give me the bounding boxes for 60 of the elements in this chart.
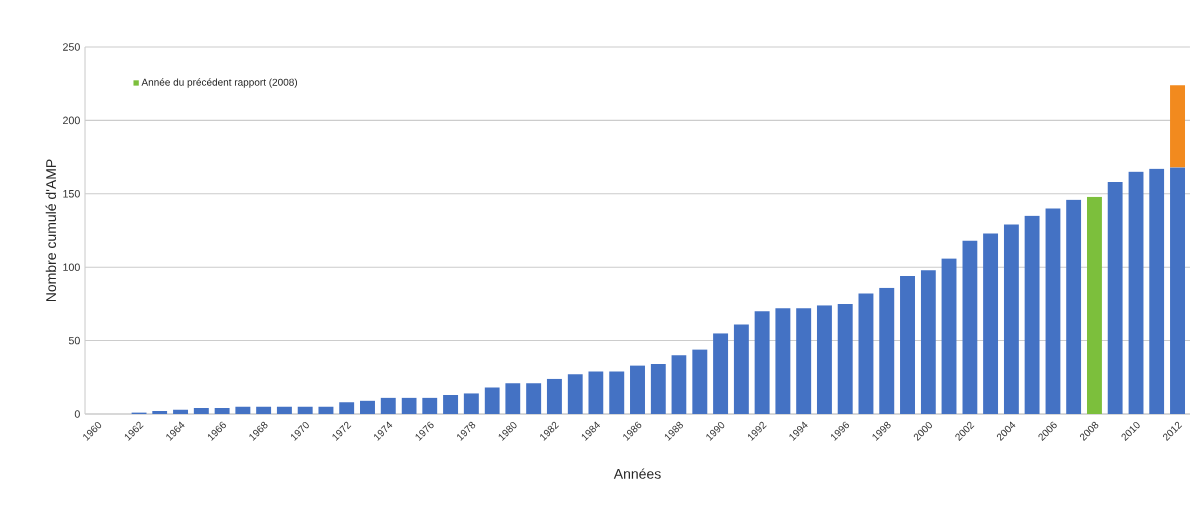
x-axis-title: Années bbox=[613, 468, 661, 479]
bar bbox=[754, 311, 770, 414]
bar bbox=[1066, 199, 1082, 414]
bar bbox=[1128, 171, 1144, 414]
bar bbox=[484, 387, 500, 414]
bar bbox=[1107, 182, 1123, 414]
y-tick-label: 50 bbox=[68, 336, 80, 345]
bar bbox=[422, 397, 438, 414]
bar bbox=[276, 406, 292, 414]
y-tick-label: 100 bbox=[63, 263, 80, 271]
bar bbox=[816, 305, 832, 414]
bar bbox=[983, 233, 999, 414]
bar bbox=[692, 349, 708, 414]
bar bbox=[526, 383, 542, 414]
bar bbox=[837, 303, 853, 414]
y-axis-title: Nombre cumulé d'AMP bbox=[45, 159, 57, 302]
bar bbox=[671, 355, 687, 414]
bar bbox=[235, 406, 251, 414]
bar bbox=[900, 276, 915, 414]
bar bbox=[1149, 168, 1165, 414]
bar bbox=[380, 397, 396, 414]
y-tick-label: 150 bbox=[63, 190, 80, 198]
bar bbox=[796, 308, 812, 414]
bar bbox=[193, 408, 209, 414]
bar bbox=[297, 406, 313, 414]
y-tick-label: 0 bbox=[74, 410, 80, 418]
y-tick-label: 250 bbox=[63, 43, 80, 51]
bar bbox=[609, 371, 625, 414]
bar bbox=[546, 378, 562, 414]
bar bbox=[858, 293, 874, 414]
bar bbox=[630, 365, 645, 414]
bar bbox=[401, 397, 417, 414]
bar bbox=[775, 308, 791, 414]
bar bbox=[173, 409, 189, 414]
bar bbox=[505, 383, 521, 414]
bar bbox=[1003, 224, 1019, 414]
bar bbox=[1024, 215, 1040, 414]
bar bbox=[941, 258, 957, 414]
bar bbox=[360, 400, 375, 414]
bar bbox=[152, 411, 168, 414]
bar bbox=[443, 394, 459, 414]
bar bbox=[1170, 167, 1186, 414]
bar bbox=[1170, 85, 1186, 168]
bar bbox=[1086, 196, 1102, 414]
bar bbox=[318, 406, 334, 414]
bar bbox=[713, 333, 729, 414]
bar bbox=[650, 364, 666, 414]
bar bbox=[962, 240, 978, 414]
bar bbox=[339, 402, 355, 414]
bar bbox=[733, 324, 749, 414]
bar bbox=[879, 287, 895, 414]
bar bbox=[920, 270, 936, 414]
bar bbox=[256, 406, 272, 414]
bar bbox=[463, 393, 479, 414]
legend-label: Année du précédent rapport (2008) bbox=[141, 78, 298, 88]
bar bbox=[588, 371, 604, 414]
bar bbox=[1045, 208, 1061, 414]
bar bbox=[567, 374, 583, 414]
bar bbox=[214, 408, 230, 414]
y-tick-label: 200 bbox=[63, 116, 80, 125]
